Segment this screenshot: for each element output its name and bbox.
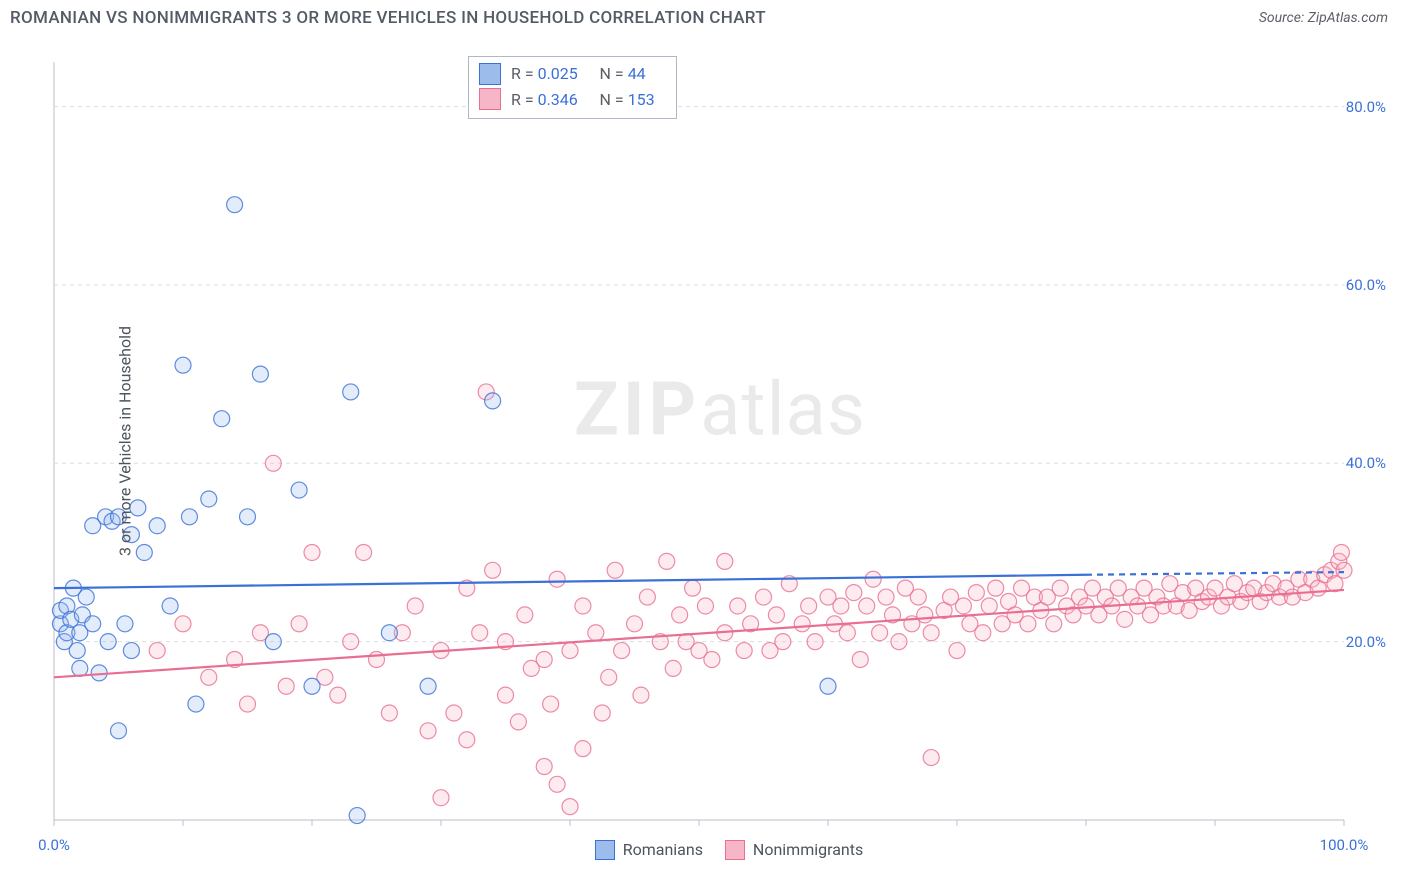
legend-swatch-romanians (479, 63, 501, 85)
chart-title: ROMANIAN VS NONIMMIGRANTS 3 OR MORE VEHI… (10, 8, 766, 28)
legend-text: R = 0.025 N = 44 (511, 61, 662, 87)
legend-label: Romanians (623, 840, 703, 859)
series-legend: Romanians Nonimmigrants (48, 840, 1392, 860)
legend-row: R = 0.346 N = 153 (479, 87, 662, 113)
y-tick-label: 40.0% (1346, 454, 1386, 472)
y-axis-label: 3 or more Vehicles in Household (116, 326, 135, 556)
y-tick-label: 60.0% (1346, 276, 1386, 294)
plot-svg (48, 56, 1392, 826)
title-bar: ROMANIAN VS NONIMMIGRANTS 3 OR MORE VEHI… (0, 0, 1406, 34)
scatter-chart: 3 or more Vehicles in Household R = 0.02… (48, 56, 1392, 826)
x-tick-label: 100.0% (1320, 836, 1369, 854)
legend-swatch-nonimmigrants (725, 840, 745, 860)
legend-row: R = 0.025 N = 44 (479, 61, 662, 87)
legend-text: R = 0.346 N = 153 (511, 87, 662, 113)
source-label: Source: ZipAtlas.com (1259, 10, 1388, 26)
correlation-legend: R = 0.025 N = 44 R = 0.346 N = 153 (468, 56, 677, 119)
legend-swatch-romanians (595, 840, 615, 860)
legend-label: Nonimmigrants (753, 840, 863, 859)
y-tick-label: 20.0% (1346, 633, 1386, 651)
legend-swatch-nonimmigrants (479, 88, 501, 110)
x-tick-label: 0.0% (38, 836, 70, 854)
y-tick-label: 80.0% (1346, 98, 1386, 116)
